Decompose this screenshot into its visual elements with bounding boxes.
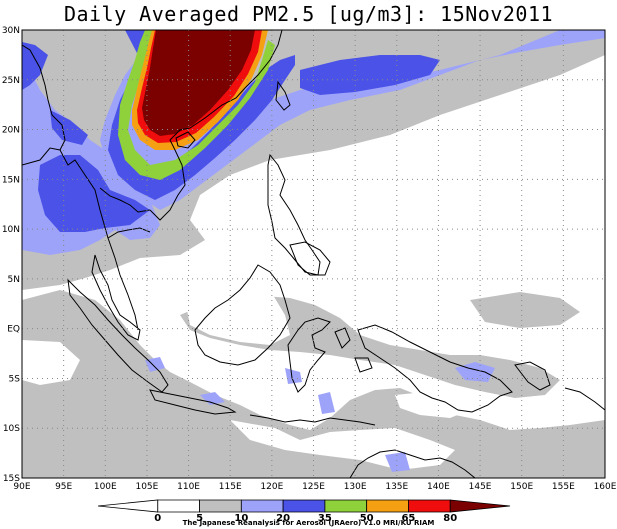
lon-tick-label: 115E: [219, 482, 242, 492]
pm25-region-20-35-java: [145, 357, 495, 472]
colorbar-swatch: [366, 499, 409, 513]
coast-java: [149, 389, 237, 415]
colorbar-swatch: [199, 499, 242, 513]
lon-tick-label: 95E: [55, 482, 72, 492]
lat-tick-label: 30N: [2, 26, 20, 36]
lat-tick-label: 15S: [3, 474, 20, 484]
pm25-region-clean-west: [22, 340, 80, 385]
pm25-region-10-20-java: [90, 375, 240, 422]
pm25-region-10-20-sumatra: [22, 290, 605, 478]
pm25-region-35-50-china: [108, 30, 295, 200]
lon-tick-label: 125E: [302, 482, 325, 492]
lat-tick-label: 5S: [9, 374, 21, 384]
colorbar-swatch: [324, 499, 368, 513]
colorbar-label: 20: [276, 513, 290, 524]
coast-lesser-sunda: [249, 414, 376, 426]
colorbar-swatch: [157, 499, 200, 513]
pm25-region-35-50-west: [38, 155, 150, 232]
pm25-region-80plus: [142, 30, 255, 136]
lat-tick-label: 25N: [2, 76, 20, 86]
colorbar-label: 5: [196, 513, 203, 524]
pm25-region-35-50-burma: [22, 42, 88, 145]
coast-mindanao: [289, 241, 331, 276]
colorbar-label: 80: [443, 513, 457, 524]
colorbar-label: 65: [401, 513, 415, 524]
lat-lon-grid: [22, 30, 605, 478]
coast-sulawesi: [287, 317, 331, 393]
lon-tick-label: 145E: [469, 482, 492, 492]
coast-hainan: [175, 131, 196, 149]
coast-borneo: [194, 264, 291, 366]
lat-tick-label: 20N: [2, 126, 20, 136]
lon-tick-label: 120E: [260, 482, 283, 492]
coast-malay-peninsula: [91, 254, 141, 341]
coast-bismarck: [514, 361, 605, 411]
colorbar-swatch: [408, 499, 451, 513]
lon-tick-label: 90E: [13, 482, 30, 492]
colorbar-label: 10: [234, 513, 248, 524]
coast-philippines: [267, 153, 321, 276]
coast-taiwan: [275, 80, 291, 111]
lon-tick-label: 135E: [385, 482, 408, 492]
colorbar-label: 35: [318, 513, 332, 524]
colorbar-swatch: [97, 499, 159, 513]
coast-sumatra: [67, 278, 169, 393]
lat-tick-label: EQ: [7, 325, 20, 335]
coast-moluccas: [334, 327, 373, 373]
colorbar-label: 0: [154, 513, 161, 524]
pm25-region-clean-east: [395, 392, 470, 418]
pm25-region-10-20-pacific: [470, 292, 580, 328]
coast-mainland-asia: [22, 30, 283, 331]
colorbar-swatch: [240, 499, 284, 513]
lon-tick-label: 150E: [510, 482, 533, 492]
pm25-field: [22, 30, 605, 478]
lon-tick-label: 100E: [94, 482, 117, 492]
credit-text: The Japanese Reanalysis for Aerosol (JRA…: [182, 519, 435, 527]
coast-new-guinea: [357, 324, 513, 413]
lon-tick-label: 140E: [427, 482, 450, 492]
lon-tick-label: 160E: [594, 482, 617, 492]
lat-tick-label: 10S: [3, 424, 20, 434]
axis-tick-labels: 90E 95E 100E 105E 110E 115E 120E 125E 130E 135E 14…: [2, 26, 617, 492]
pm25-region-50-65: [118, 30, 275, 180]
pm25-region-clean-borneo: [185, 280, 290, 345]
lon-tick-label: 105E: [135, 482, 158, 492]
map-frame: [21, 29, 606, 479]
colorbar-swatch: [449, 499, 511, 513]
lat-tick-label: 10N: [2, 225, 20, 235]
colorbar-label: 50: [360, 513, 374, 524]
coast-australia: [349, 449, 476, 478]
map-title: Daily Averaged PM2.5 [ug/m3]: 15Nov2011: [63, 2, 554, 26]
colorbar-swatch: [282, 499, 326, 513]
lat-tick-label: 15N: [2, 175, 20, 185]
lon-tick-label: 130E: [344, 482, 367, 492]
lat-tick-label: 5N: [8, 275, 20, 285]
lon-tick-label: 110E: [177, 482, 200, 492]
colorbar: 0 5 10 20 35 50 65 80: [97, 499, 511, 524]
lon-tick-label: 155E: [552, 482, 575, 492]
pm25-region-35-50-pacific: [300, 55, 440, 95]
